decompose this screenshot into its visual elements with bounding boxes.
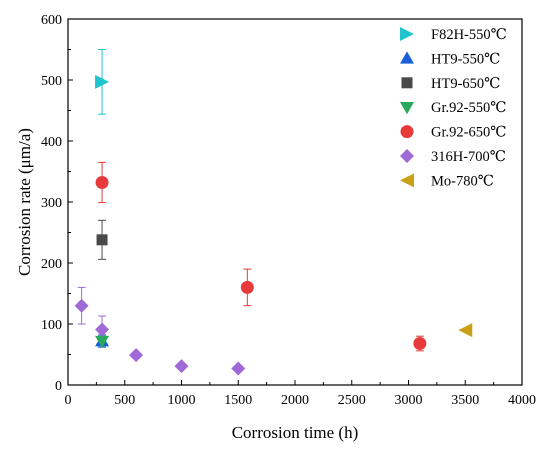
axis-ticks: 0 500 1000 1500 2000 2500 3000 3500 4000 0 100 200 3… — [41, 13, 536, 408]
legend-marker — [400, 51, 414, 64]
y-axis-label: Corrosion rate (μm/a) — [15, 128, 34, 276]
legend-label: Gr.92-550℃ — [431, 100, 506, 116]
plot-frame — [67, 18, 523, 386]
x-tick-label: 2500 — [338, 393, 366, 408]
legend-label: 316H-700℃ — [431, 149, 506, 165]
y-tick-label: 400 — [41, 135, 62, 150]
data-point — [240, 280, 254, 294]
legend-marker — [400, 125, 414, 139]
y-tick-label: 300 — [41, 196, 62, 211]
legend-marker — [400, 101, 414, 115]
data-point — [96, 234, 108, 246]
x-tick-label: 4000 — [508, 393, 536, 408]
legend-label: Gr.92-650℃ — [431, 125, 506, 141]
y-tick-label: 500 — [41, 74, 62, 89]
data-point — [95, 175, 109, 189]
error-bars — [77, 49, 424, 352]
legend-marker — [400, 27, 414, 41]
x-axis-label: Corrosion time (h) — [232, 423, 359, 442]
x-tick-label: 1000 — [168, 393, 196, 408]
x-tick-label: 3500 — [451, 393, 479, 408]
data-point — [458, 323, 473, 338]
data-point — [95, 335, 110, 349]
legend-marker — [400, 173, 414, 188]
data-point — [231, 361, 246, 376]
y-tick-label: 0 — [55, 379, 62, 394]
data-point — [413, 337, 427, 351]
x-tick-label: 0 — [65, 393, 72, 408]
legend-marker — [401, 77, 413, 89]
x-tick-label: 1500 — [224, 393, 252, 408]
legend: F82H-550℃ HT9-550℃ HT9-650℃ Gr.92-550℃ Gr.92… — [400, 27, 507, 189]
legend-label: F82H-550℃ — [431, 27, 507, 43]
x-tick-label: 500 — [114, 393, 135, 408]
data-point — [74, 298, 89, 313]
x-tick-label: 2000 — [281, 393, 309, 408]
x-tick-label: 3000 — [395, 393, 423, 408]
y-tick-label: 200 — [41, 257, 62, 272]
legend-label: HT9-550℃ — [431, 51, 500, 67]
legend-label: HT9-650℃ — [431, 76, 500, 92]
legend-marker — [400, 149, 414, 163]
y-tick-label: 100 — [41, 318, 62, 333]
legend-label: Mo-780℃ — [431, 173, 494, 189]
y-tick-label: 600 — [41, 13, 62, 28]
data-point — [129, 348, 144, 363]
data-point — [95, 322, 110, 337]
data-point — [95, 74, 110, 89]
data-point — [174, 359, 189, 374]
data-markers — [74, 74, 473, 376]
